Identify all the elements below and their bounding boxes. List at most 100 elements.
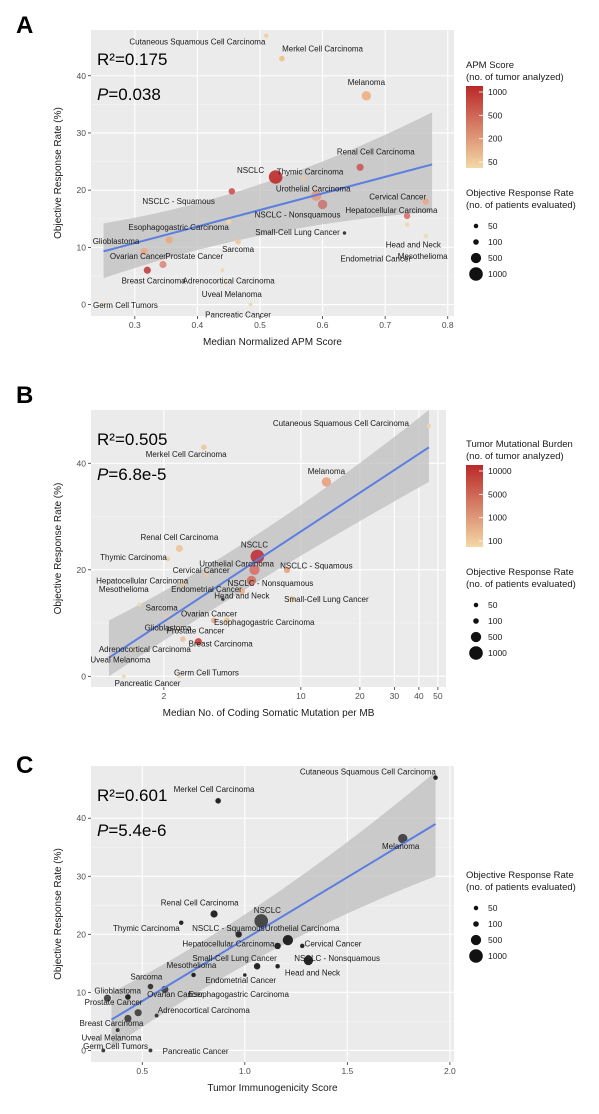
point-label: Germ Cell Tumors: [93, 301, 158, 310]
data-point: [342, 231, 347, 235]
size-legend-title: Objective Response Rate: [466, 567, 574, 578]
data-point: [238, 587, 246, 595]
point-label: Prostate Cancer: [85, 998, 143, 1007]
data-point: [143, 266, 151, 274]
panel-letter: C: [16, 752, 33, 779]
size-legend-subtitle: (no. of patients evaluated): [466, 579, 576, 590]
x-tick-label: 30: [390, 691, 400, 701]
data-point: [101, 1048, 106, 1053]
point-label: NSCLC: [241, 540, 268, 549]
point-label: Adrenocortical Carcinoma: [99, 645, 192, 654]
data-point: [235, 931, 242, 938]
data-point: [204, 572, 209, 578]
x-tick-label: 2: [161, 691, 166, 701]
data-point: [191, 972, 196, 978]
data-point: [263, 33, 269, 38]
y-tick-label: 30: [77, 871, 87, 881]
point-label: NSCLC - Squamous: [142, 197, 214, 206]
data-point: [279, 55, 285, 62]
point-label: Germ Cell Tumors: [174, 668, 239, 677]
panel-c: Cutaneous Squamous Cell Carcinoma Merkel …: [16, 752, 576, 1094]
data-point: [131, 647, 136, 652]
size-legend-dot: [473, 921, 479, 927]
point-label: Breast Carcinoma: [189, 640, 254, 649]
y-tick-label: 20: [77, 185, 87, 195]
size-legend-label: 1000: [488, 951, 507, 961]
point-label: Cervical Cancer: [369, 192, 426, 201]
point-label: Sarcoma: [146, 603, 179, 612]
point-label: NSCLC - Nonsquamous: [294, 954, 380, 963]
data-point: [228, 188, 236, 195]
y-tick-label: 10: [77, 242, 87, 252]
point-label: Endometrial Cancer: [340, 255, 411, 264]
data-point: [215, 798, 221, 804]
data-point: [211, 617, 217, 624]
point-label: Ovarian Cancer: [147, 990, 203, 999]
color-legend: Tumor Mutational Burden(no. of tumor ana…: [466, 439, 573, 547]
point-label: Sarcoma: [130, 973, 163, 982]
data-point: [235, 238, 241, 245]
data-point: [254, 914, 269, 928]
data-point: [147, 983, 154, 990]
size-legend-dot: [469, 646, 483, 660]
data-point: [165, 556, 171, 562]
size-legend-label: 100: [488, 616, 502, 626]
size-legend: Objective Response Rate(no. of patients …: [466, 188, 576, 281]
color-tick-label: 500: [488, 110, 502, 120]
axis-ticks: 0 10 20 30 40 0.5 1.0 1.5 2.0: [77, 813, 457, 1076]
y-tick-label: 0: [81, 1045, 86, 1055]
data-points: [101, 33, 430, 307]
confidence-band: [111, 771, 436, 1048]
data-point: [398, 833, 408, 844]
size-legend-dot: [473, 618, 479, 624]
size-legend-label: 500: [488, 632, 502, 642]
stat-p-letter: P: [97, 821, 109, 840]
point-label: Esophagogastric Carcinoma: [214, 618, 315, 627]
point-label: Thymic Carcinoma: [113, 924, 180, 933]
data-point: [103, 994, 111, 1002]
point-label: Germ Cell Tumors: [83, 1042, 148, 1051]
size-legend-dot: [469, 949, 483, 963]
size-legend-label: 1000: [488, 648, 507, 658]
y-tick-label: 20: [77, 565, 87, 575]
x-tick-label: 0.8: [442, 320, 454, 330]
point-label: Melanoma: [382, 842, 420, 851]
x-tick-label: 0.3: [129, 320, 141, 330]
size-legend-dot: [473, 239, 479, 245]
data-points: [107, 423, 432, 679]
size-legend: Objective Response Rate(no. of patients …: [466, 870, 576, 963]
data-point: [433, 775, 438, 780]
panel-b: Cutaneous Squamous Cell Carcinoma Merkel …: [16, 382, 576, 719]
color-legend-subtitle: (no. of tumor analyzed): [466, 451, 564, 462]
size-legend-label: 50: [488, 903, 498, 913]
stat-r2: R²=0.601: [97, 786, 167, 805]
point-label: NSCLC: [254, 906, 281, 915]
data-point: [221, 597, 225, 601]
point-label: Ovarian Cancer: [110, 252, 166, 261]
color-tick-label: 5000: [488, 489, 507, 499]
y-tick-label: 0: [81, 671, 86, 681]
stat-r2: R²=0.175: [97, 50, 167, 69]
data-point: [140, 247, 148, 255]
size-legend-dot: [470, 631, 482, 643]
data-point: [125, 994, 131, 1000]
size-legend-title: Objective Response Rate: [466, 870, 574, 881]
color-legend-title: APM Score: [466, 60, 514, 71]
point-label: Breast Carcinoma: [122, 276, 187, 285]
size-legend-label: 1000: [488, 269, 507, 279]
size-legend-label: 100: [488, 919, 502, 929]
point-label: Glioblastoma: [93, 237, 140, 246]
point-label: NSCLC - Squamous: [280, 562, 352, 571]
data-point: [317, 199, 328, 210]
point-label: Cutaneous Squamous Cell Carcinoma: [300, 768, 437, 777]
point-label: Esophagogastric Carcinoma: [188, 990, 289, 999]
point-label: Sarcoma: [222, 245, 255, 254]
point-label: Pancreatic Cancer: [205, 311, 271, 320]
point-label: Mesothelioma: [167, 961, 217, 970]
data-point: [223, 280, 228, 285]
y-axis-title: Objective Response Rate (%): [53, 483, 64, 615]
data-point: [356, 163, 364, 171]
size-legend-label: 50: [488, 221, 498, 231]
point-label: Uveal Melanoma: [90, 655, 151, 664]
point-label: Urothelial Carcinoma: [199, 560, 274, 569]
